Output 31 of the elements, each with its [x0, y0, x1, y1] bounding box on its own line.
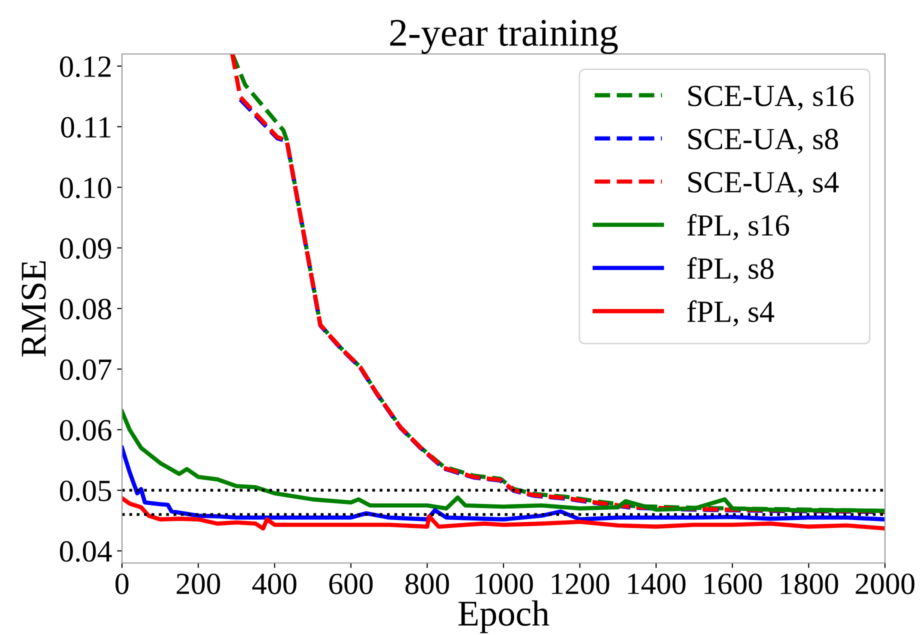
x-tick-label: 1800	[780, 574, 838, 594]
legend-label: SCE-UA, s4	[688, 172, 839, 197]
legend-label: fPL, s8	[687, 257, 774, 284]
y-tick-label: 0.05	[60, 480, 112, 502]
x-tick-label: 2000	[856, 574, 914, 594]
x-tick-label: 1400	[628, 574, 686, 594]
y-tick-label: 0.10	[60, 178, 112, 198]
y-tick-label: 0.07	[60, 359, 112, 380]
y-tick-label: 0.11	[61, 116, 110, 138]
x-axis-title: Epoch	[458, 600, 550, 634]
x-tick-label: 800	[405, 574, 449, 594]
y-axis-title: RMSE	[22, 261, 46, 357]
legend-label: fPL, s16	[687, 214, 790, 240]
x-tick-label: 1200	[552, 574, 610, 594]
legend-label: SCE-UA, s8	[688, 128, 838, 154]
x-tick-label: 600	[329, 574, 373, 594]
chart-title: 2-year training	[390, 20, 618, 54]
y-tick-label: 0.09	[60, 238, 112, 259]
line-series	[122, 496, 885, 531]
y-tick-label: 0.06	[60, 420, 112, 441]
x-tick-label: 1000	[476, 574, 533, 594]
line-series	[122, 446, 885, 522]
legend-label: SCE-UA, s16	[688, 86, 854, 111]
x-tick-label: 1600	[704, 574, 762, 594]
y-tick-label: 0.08	[60, 298, 112, 320]
x-tick-label: 200	[176, 574, 220, 594]
y-tick-label: 0.04	[60, 541, 112, 562]
x-tick-label: 400	[252, 574, 296, 594]
legend-label: fPL, s4	[687, 300, 774, 327]
y-tick-label: 0.12	[60, 56, 111, 78]
x-tick-label: 0	[116, 574, 128, 594]
